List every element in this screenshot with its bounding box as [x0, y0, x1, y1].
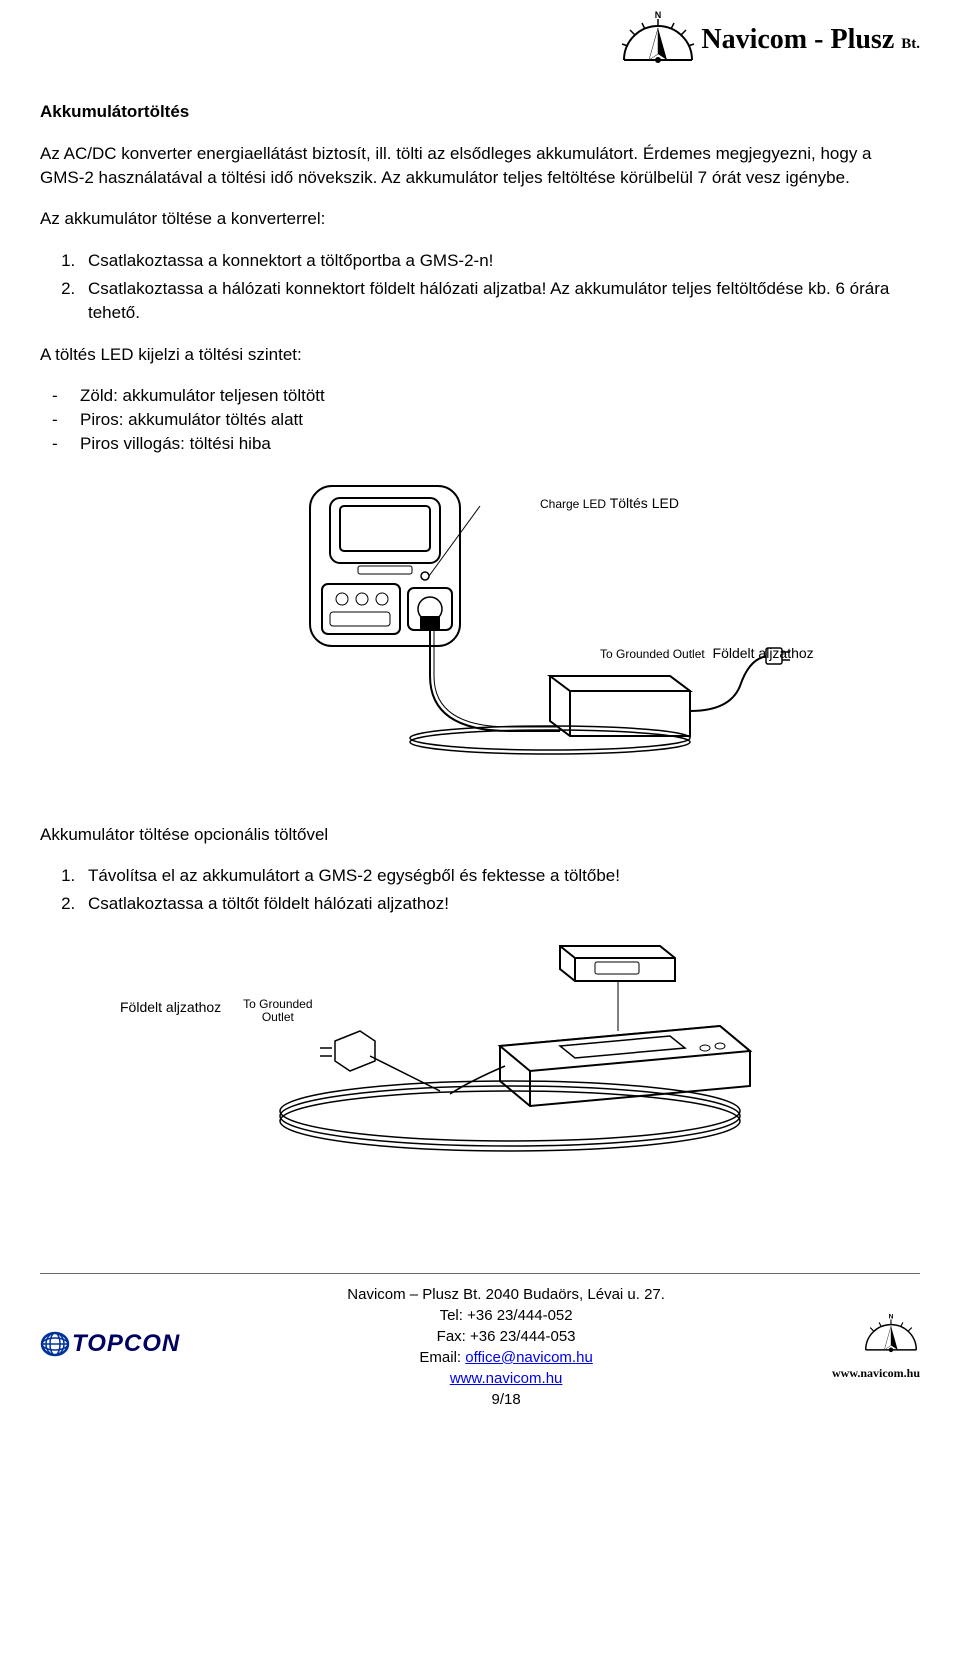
brand-main: Navicom	[701, 24, 807, 55]
topcon-logo: TOPCON	[40, 1327, 180, 1361]
footer-fax: Fax: +36 23/444-053	[180, 1326, 832, 1347]
footer-email-prefix: Email:	[419, 1349, 465, 1366]
list-item: Távolítsa el az akkumulátort a GMS-2 egy…	[80, 864, 920, 888]
footer-tel: Tel: +36 23/444-052	[180, 1305, 832, 1326]
compass-logo-small-icon: N	[862, 1312, 920, 1358]
brand-suffix: Plusz	[830, 24, 894, 55]
label-outlet2-hu: Földelt aljzathoz	[120, 999, 221, 1015]
figure-device-charging: Charge LED Töltés LED To Grounded Outlet…	[40, 476, 920, 763]
figure-cradle-charger: Földelt aljzathoz To Grounded Outlet	[40, 936, 920, 1173]
label-outlet-en: To Grounded Outlet	[600, 647, 705, 661]
topcon-text: TOPCON	[72, 1327, 180, 1361]
label-charge-hu: Töltés LED	[610, 495, 679, 511]
section2-steps: Távolítsa el az akkumulátort a GMS-2 egy…	[80, 864, 920, 916]
led-lead: A töltés LED kijelzi a töltési szintet:	[40, 343, 920, 367]
brand-name: Navicom - Plusz Bt.	[701, 20, 920, 59]
intro-paragraph: Az AC/DC konverter energiaellátást bizto…	[40, 142, 920, 190]
footer-page-number: 9/18	[180, 1389, 832, 1410]
label-outlet2-en: To Grounded Outlet	[233, 998, 323, 1024]
cradle-charger-illustration	[160, 936, 800, 1166]
label-charge-en: Charge LED	[540, 497, 606, 511]
footer-email-line: Email: office@navicom.hu	[180, 1347, 832, 1368]
page-footer: TOPCON Navicom – Plusz Bt. 2040 Budaörs,…	[40, 1273, 920, 1410]
svg-text:N: N	[654, 10, 661, 20]
label-outlet-hu: Földelt aljzathoz	[713, 645, 814, 661]
led-status-list: Zöld: akkumulátor teljesen töltött Piros…	[80, 384, 920, 455]
figure1-chargelabel: Charge LED Töltés LED	[540, 494, 679, 514]
list-item: Piros villogás: töltési hiba	[80, 432, 920, 456]
section2-lead: Akkumulátor töltése opcionális töltővel	[40, 823, 920, 847]
list-item: Zöld: akkumulátor teljesen töltött	[80, 384, 920, 408]
compass-logo-icon: N	[619, 10, 697, 70]
page-title: Akkumulátortöltés	[40, 100, 920, 124]
footer-left: TOPCON	[40, 1327, 180, 1366]
footer-right: N www.navicom.hu	[832, 1312, 920, 1382]
svg-text:N: N	[889, 1314, 894, 1321]
footer-url-link[interactable]: www.navicom.hu	[450, 1370, 563, 1387]
list-item: Csatlakoztassa a konnektort a töltőportb…	[80, 249, 920, 273]
header-logo: N Navicom - Plusz Bt.	[40, 0, 920, 100]
brand-dash: -	[807, 24, 830, 55]
footer-navicom-url: www.navicom.hu	[832, 1365, 920, 1382]
footer-email-link[interactable]: office@navicom.hu	[465, 1349, 593, 1366]
section1-lead: Az akkumulátor töltése a konverterrel:	[40, 207, 920, 231]
figure1-outletlabel: To Grounded Outlet Földelt aljzathoz	[600, 644, 814, 664]
device-adapter-illustration	[170, 476, 790, 756]
footer-address: Navicom – Plusz Bt. 2040 Budaörs, Lévai …	[180, 1284, 832, 1305]
footer-center: Navicom – Plusz Bt. 2040 Budaörs, Lévai …	[180, 1284, 832, 1410]
list-item: Csatlakoztassa a töltőt földelt hálózati…	[80, 892, 920, 916]
brand-entity: Bt.	[901, 36, 920, 52]
section1-steps: Csatlakoztassa a konnektort a töltőportb…	[80, 249, 920, 324]
list-item: Piros: akkumulátor töltés alatt	[80, 408, 920, 432]
list-item: Csatlakoztassa a hálózati konnektort föl…	[80, 277, 920, 325]
figure2-outletlabel: Földelt aljzathoz To Grounded Outlet	[120, 998, 323, 1024]
topcon-icon	[40, 1331, 70, 1357]
